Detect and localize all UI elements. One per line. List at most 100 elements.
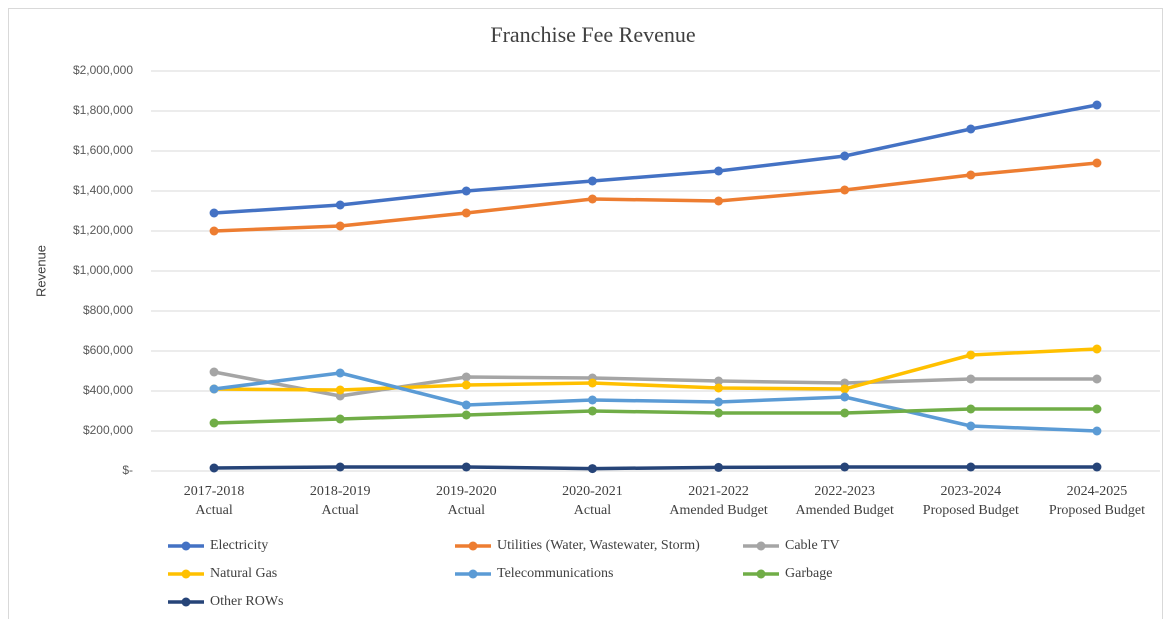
x-tick-label: 2022-2023 Amended Budget [796, 484, 894, 518]
legend-marker [181, 569, 191, 579]
data-point [335, 368, 345, 378]
legend-label: Natural Gas [210, 566, 277, 581]
series-line [213, 161, 1098, 233]
x-tick-label-line: 2020-2021 [562, 484, 623, 499]
data-point [714, 408, 724, 418]
x-tick-label-line: Actual [195, 503, 232, 518]
data-point [587, 378, 597, 388]
y-tick-label: $200,000 [83, 423, 133, 437]
data-point [335, 221, 345, 231]
data-point [209, 418, 219, 428]
data-point [840, 462, 850, 472]
legend-marker [181, 597, 191, 607]
data-point [335, 462, 345, 472]
legend-marker [756, 569, 766, 579]
data-point [714, 383, 724, 393]
x-tick-label: 2017-2018 Actual [184, 484, 245, 518]
data-point [966, 421, 976, 431]
data-point [209, 367, 219, 377]
series-line [214, 347, 1098, 392]
x-tick-label: 2018-2019 Actual [310, 484, 371, 518]
data-point [335, 414, 345, 424]
y-tick-label: $600,000 [83, 343, 133, 357]
data-point [1092, 374, 1102, 384]
data-point [461, 400, 471, 410]
series-line [214, 407, 1097, 425]
data-point [840, 408, 850, 418]
legend-marker [181, 541, 191, 551]
data-point [840, 384, 850, 394]
data-point [587, 406, 597, 416]
x-tick-label: 2020-2021 Actual [562, 484, 623, 518]
y-tick-label: $2,000,000 [73, 63, 133, 77]
data-point [714, 376, 724, 386]
data-point [966, 170, 976, 180]
data-point [335, 385, 345, 395]
data-point [461, 462, 471, 472]
data-point [1092, 344, 1102, 354]
legend-label: Electricity [210, 538, 268, 553]
x-tick-label-line: Actual [322, 503, 359, 518]
data-point [461, 410, 471, 420]
x-tick-label-line: Amended Budget [796, 503, 894, 518]
data-point [714, 397, 724, 407]
data-point [714, 462, 724, 472]
x-tick-label-line: 2021-2022 [688, 484, 749, 499]
data-point [966, 404, 976, 414]
y-tick-label: $1,600,000 [73, 143, 133, 157]
y-tick-label: $1,800,000 [73, 103, 133, 117]
data-point [840, 185, 850, 195]
data-point [209, 384, 219, 394]
data-point [587, 395, 597, 405]
x-tick-label-line: 2018-2019 [310, 484, 371, 499]
chart-title: Franchise Fee Revenue [490, 22, 695, 47]
x-tick-label-line: 2023-2024 [940, 484, 1001, 499]
x-tick-label-line: Amended Budget [669, 503, 767, 518]
data-point [1092, 426, 1102, 436]
data-point [209, 208, 219, 218]
y-tick-label: $- [122, 463, 133, 477]
data-point [840, 392, 850, 402]
legend-marker [468, 569, 478, 579]
data-point [461, 380, 471, 390]
legend-marker [756, 541, 766, 551]
legend-label: Cable TV [785, 538, 840, 553]
x-tick-label: 2023-2024 Proposed Budget [923, 484, 1019, 518]
data-point [587, 194, 597, 204]
x-tick-label: 2019-2020 Actual [436, 484, 497, 518]
x-tick-label-line: 2019-2020 [436, 484, 497, 499]
legend-label: Garbage [785, 566, 832, 581]
x-tick-label-line: Proposed Budget [923, 503, 1019, 518]
y-tick-label: $1,200,000 [73, 223, 133, 237]
series-line [213, 371, 1098, 433]
data-point [1092, 462, 1102, 472]
x-tick-label: 2024-2025 Proposed Budget [1049, 484, 1145, 518]
x-tick-label-line: Actual [448, 503, 485, 518]
data-point [966, 124, 976, 134]
data-point [966, 350, 976, 360]
y-tick-label: $400,000 [83, 383, 133, 397]
data-point [209, 463, 219, 473]
y-tick-label: $1,400,000 [73, 183, 133, 197]
legend-label: Utilities (Water, Wastewater, Storm) [497, 538, 700, 553]
data-point [1092, 100, 1102, 110]
data-point [714, 166, 724, 176]
data-point [461, 372, 471, 382]
data-point [587, 176, 597, 186]
series-line [213, 103, 1098, 215]
data-point [209, 226, 219, 236]
data-point [461, 186, 471, 196]
x-tick-label-line: Proposed Budget [1049, 503, 1145, 518]
data-point [1092, 158, 1102, 168]
data-point [840, 151, 850, 161]
legend-label: Telecommunications [497, 566, 613, 581]
x-tick-label-line: 2024-2025 [1067, 484, 1128, 499]
y-tick-label: $1,000,000 [73, 263, 133, 277]
x-tick-label-line: 2022-2023 [814, 484, 875, 499]
data-point [461, 208, 471, 218]
chart-border [8, 8, 1163, 619]
data-point [335, 200, 345, 210]
data-point [714, 196, 724, 206]
x-tick-label: 2021-2022 Amended Budget [669, 484, 767, 518]
